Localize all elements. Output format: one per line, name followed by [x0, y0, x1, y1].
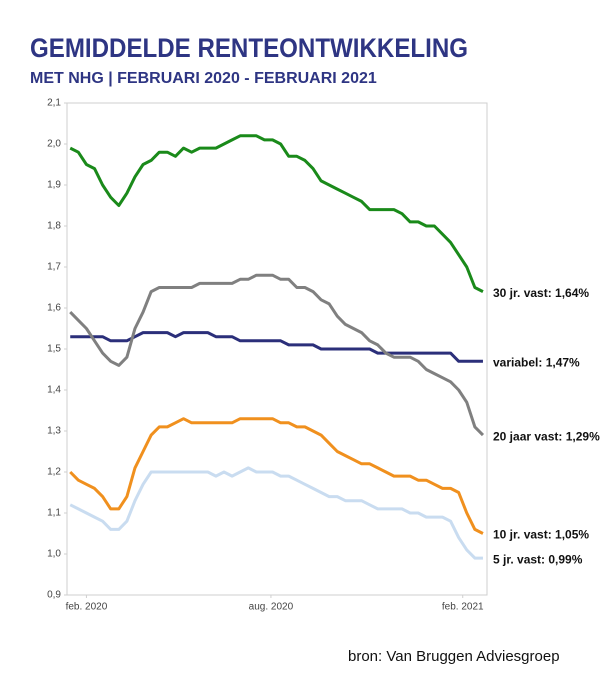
- series-label: variabel: 1,47%: [493, 355, 580, 369]
- y-tick-label: 0,9: [47, 590, 61, 601]
- y-tick-label: 2,1: [47, 98, 61, 109]
- y-tick-label: 2,0: [47, 139, 61, 150]
- source: bron: Van Bruggen Adviesgroep: [348, 648, 560, 665]
- series-line: [69, 466, 483, 560]
- y-tick-label: 1,4: [47, 385, 61, 396]
- y-tick-label: 1,5: [47, 344, 61, 355]
- y-tick-label: 1,6: [47, 303, 61, 314]
- series-label: 30 jr. vast: 1,64%: [493, 286, 589, 300]
- x-tick-label: aug. 2020: [249, 602, 294, 613]
- y-tick-label: 1,0: [47, 549, 61, 560]
- x-tick-label: feb. 2020: [66, 602, 108, 613]
- y-tick-label: 1,2: [47, 467, 61, 478]
- y-tick-label: 1,1: [47, 508, 61, 519]
- series-line: [70, 331, 483, 363]
- series-line: [69, 417, 484, 535]
- series-label: 5 jr. vast: 0,99%: [493, 552, 583, 566]
- y-tick-label: 1,8: [47, 221, 61, 232]
- x-tick-label: feb. 2021: [442, 602, 484, 613]
- chart-title: GEMIDDELDE RENTEONTWIKKELING: [30, 33, 468, 63]
- chart-subtitle: MET NHG | FEBRUARI 2020 - FEBRUARI 2021: [30, 70, 377, 87]
- y-tick-label: 1,9: [47, 180, 61, 191]
- series-label: 10 jr. vast: 1,05%: [493, 528, 589, 542]
- y-tick-label: 1,7: [47, 262, 61, 273]
- series-line: [69, 273, 485, 437]
- series-label: 20 jaar vast: 1,29%: [493, 429, 600, 443]
- series-line: [69, 134, 484, 293]
- y-tick-label: 1,3: [47, 426, 61, 437]
